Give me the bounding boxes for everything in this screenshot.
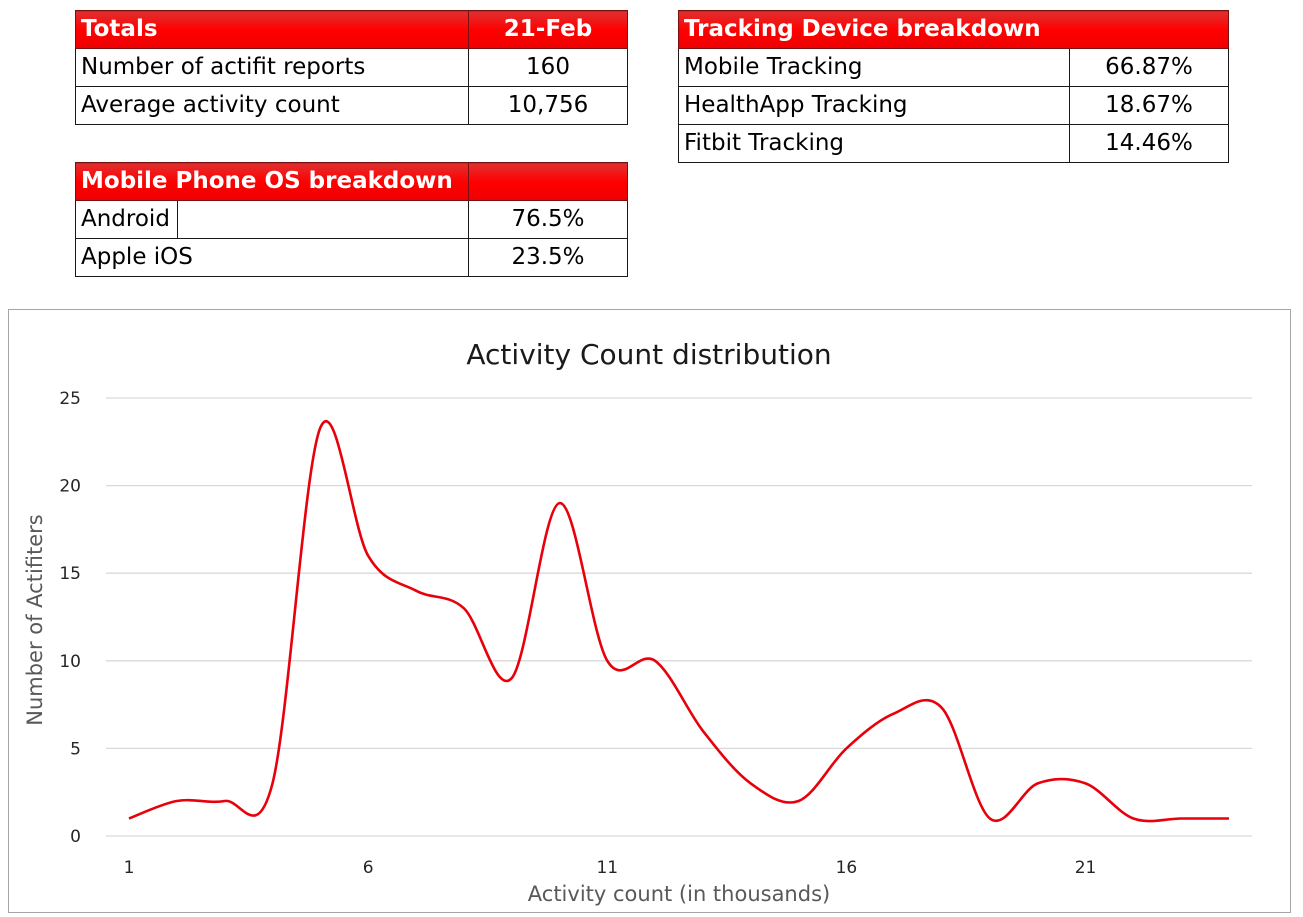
activity-chart: Activity Count distribution 0 5 10 15 20 25 1… [8, 309, 1291, 913]
y-tick-label: 15 [59, 564, 81, 584]
x-tick-label: 1 [124, 858, 135, 878]
y-tick-label: 5 [70, 739, 81, 759]
totals-header-label: Totals [75, 10, 469, 49]
totals-row-value: 160 [468, 48, 628, 87]
y-axis-ticks: 0 5 10 15 20 25 [59, 389, 81, 847]
totals-row-value: 10,756 [468, 86, 628, 125]
x-tick-label: 16 [836, 858, 858, 878]
tracking-device-table: Tracking Device breakdown Mobile Trackin… [677, 10, 1230, 163]
y-tick-label: 25 [59, 389, 81, 409]
tracking-row-label: HealthApp Tracking [678, 86, 1070, 125]
series-layer [128, 420, 1229, 823]
os-row-label: Android [75, 200, 178, 239]
tracking-row-label: Fitbit Tracking [678, 124, 1070, 163]
os-header-label: Mobile Phone OS breakdown [75, 162, 469, 201]
x-axis-ticks: 1 6 11 16 21 [124, 858, 1097, 878]
tracking-row-value: 18.67% [1068, 86, 1230, 125]
tracking-row-label: Mobile Tracking [678, 48, 1070, 87]
totals-header-date: 21-Feb [468, 10, 628, 49]
chart-title: Activity Count distribution [466, 338, 831, 371]
y-tick-label: 20 [59, 477, 81, 497]
x-tick-label: 6 [363, 858, 374, 878]
x-tick-label: 11 [596, 858, 618, 878]
totals-row-label: Number of actifit reports [75, 48, 469, 87]
os-row-value: 76.5% [468, 200, 628, 239]
grid-lines [106, 397, 1252, 837]
tracking-row-value: 14.46% [1068, 124, 1230, 163]
chart-canvas: Activity Count distribution 0 5 10 15 20 25 1… [23, 338, 1252, 906]
os-table: Mobile Phone OS breakdown Android 76.5% … [75, 162, 628, 277]
os-row-blank [177, 200, 469, 239]
y-axis-label: Number of Actifiters [23, 514, 47, 726]
y-tick-label: 10 [59, 652, 81, 672]
x-axis-label: Activity count (in thousands) [528, 882, 830, 906]
os-row-label: Apple iOS [75, 238, 469, 277]
x-tick-label: 21 [1075, 858, 1097, 878]
totals-table: Totals 21-Feb Number of actifit reports … [75, 10, 628, 125]
y-tick-label: 0 [70, 827, 81, 847]
tracking-row-value: 66.87% [1068, 48, 1230, 87]
tracking-header-label: Tracking Device breakdown [677, 10, 1230, 49]
series-line [128, 420, 1229, 823]
os-row-value: 23.5% [468, 238, 628, 277]
totals-row-label: Average activity count [75, 86, 469, 125]
os-header-blank [468, 162, 628, 201]
